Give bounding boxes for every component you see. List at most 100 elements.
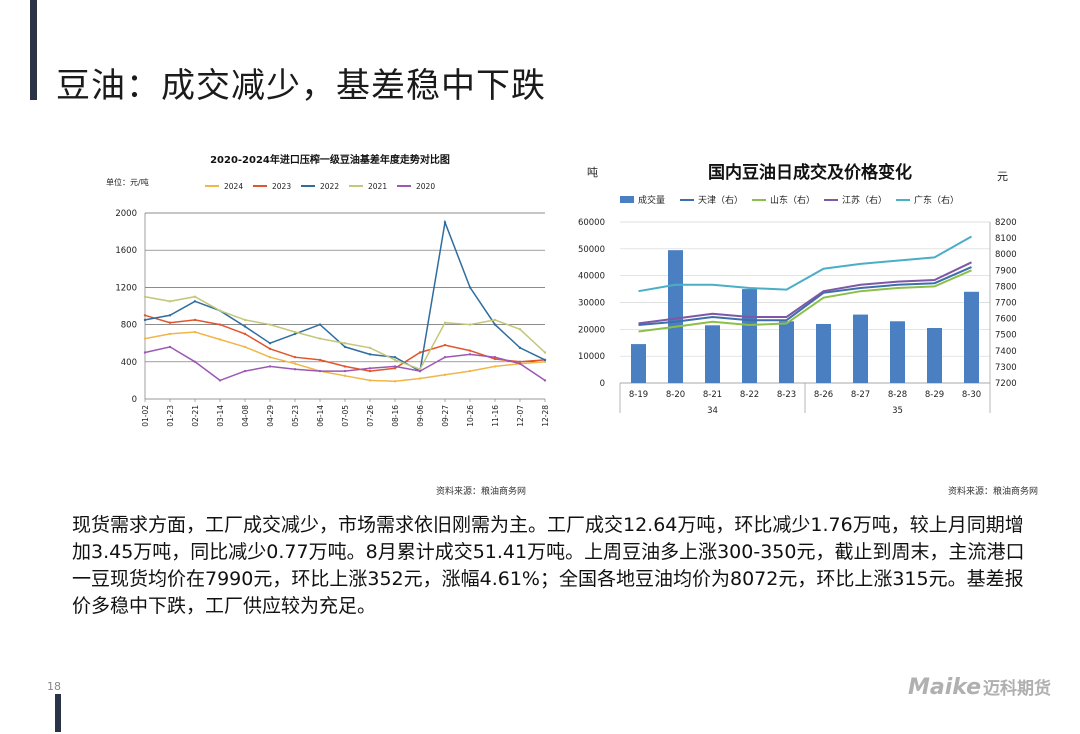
right-tick-label: 7500	[995, 331, 1017, 341]
y-tick-label: 400	[121, 358, 137, 368]
x-tick-label: 8-20	[666, 390, 685, 400]
week-label: 34	[707, 406, 718, 416]
series-line-2021	[144, 295, 546, 371]
x-tick-label: 12-28	[541, 405, 550, 427]
data-point	[168, 332, 172, 336]
data-point	[243, 325, 247, 328]
data-point	[518, 346, 522, 350]
body-paragraph: 现货需求方面，工厂成交减少，市场需求依旧刚需为主。工厂成交12.64万吨，环比减…	[72, 514, 1025, 617]
data-point	[468, 286, 472, 289]
data-point	[193, 300, 197, 303]
left-tick-label: 20000	[578, 325, 605, 335]
x-tick-label: 03-14	[216, 405, 225, 427]
legend-swatch	[620, 196, 634, 203]
left-tick-label: 60000	[578, 218, 605, 228]
daily-trade-chart: 吨 国内豆油日成交及价格变化 元成交量 天津（右） 山东（右） 江苏（右） 广东（右） 0 10…	[565, 150, 1035, 440]
title-accent-bar	[30, 0, 37, 100]
right-tick-label: 8200	[995, 218, 1017, 228]
x-tick-label: 08-16	[391, 405, 400, 427]
price-line-广东（右）	[638, 235, 972, 293]
data-point	[243, 345, 247, 349]
data-point	[168, 300, 172, 303]
data-point	[268, 365, 272, 368]
data-point	[443, 355, 447, 359]
y-tick-label: 0	[132, 395, 137, 405]
left-tick-label: 10000	[578, 352, 605, 362]
y-tick-label: 800	[121, 321, 137, 331]
data-point	[143, 314, 147, 317]
y-tick-label: 1600	[115, 246, 137, 256]
data-point	[343, 345, 347, 349]
right-tick-label: 7300	[995, 363, 1017, 373]
left-tick-label: 50000	[578, 245, 605, 255]
data-point	[193, 330, 197, 334]
right-tick-label: 8100	[995, 234, 1017, 244]
data-point	[543, 379, 547, 382]
data-point	[343, 365, 347, 368]
data-point	[218, 323, 222, 326]
data-point	[143, 318, 147, 322]
volume-bar-8-19	[631, 344, 646, 383]
data-point	[368, 353, 372, 356]
chart1-title: 2020-2024年进口压榨一级豆油基差年度走势对比图	[210, 153, 450, 166]
data-point	[318, 337, 322, 340]
data-point	[468, 369, 472, 373]
x-tick-label: 02-21	[191, 405, 200, 427]
company-logo: Maike 迈科期货	[908, 674, 1051, 700]
price-line-天津（右）	[638, 266, 972, 326]
x-tick-label: 8-29	[925, 390, 944, 400]
x-tick-label: 8-28	[888, 390, 907, 400]
x-tick-label: 06-14	[316, 405, 325, 427]
x-tick-label: 09-06	[416, 405, 425, 427]
x-tick-label: 8-30	[962, 390, 981, 400]
chart2-title: 国内豆油日成交及价格变化	[708, 162, 912, 183]
data-point	[343, 369, 347, 373]
volume-bar-8-23	[779, 321, 794, 383]
data-point	[543, 351, 547, 354]
data-point	[218, 309, 222, 312]
x-tick-label: 09-27	[441, 405, 450, 427]
data-point	[468, 349, 472, 352]
data-point	[418, 377, 422, 380]
right-axis-unit: 元	[997, 170, 1008, 183]
data-point	[443, 321, 447, 324]
data-point	[468, 323, 472, 326]
right-tick-label: 7600	[995, 315, 1017, 325]
data-point	[393, 365, 397, 368]
data-point	[493, 365, 497, 368]
legend-label: 天津（右）	[698, 194, 743, 206]
volume-bar-8-20	[668, 250, 683, 383]
basis-chart: 2020-2024年进口压榨一级豆油基差年度走势对比图 单位：元/吨 2024 202…	[100, 140, 560, 440]
data-point	[268, 355, 272, 359]
x-tick-label: 07-05	[341, 405, 350, 427]
right-tick-label: 7700	[995, 299, 1017, 309]
data-point	[168, 314, 172, 317]
data-point	[143, 351, 147, 354]
volume-bar-8-29	[927, 327, 942, 383]
data-point	[293, 332, 297, 336]
data-point	[318, 369, 322, 373]
logo-text-en: Maike	[908, 675, 982, 700]
volume-bar-8-28	[890, 321, 905, 383]
page-number: 18	[47, 680, 61, 693]
slide-title: 豆油：成交减少，基差稳中下跌	[56, 66, 546, 106]
data-point	[418, 369, 422, 373]
right-tick-label: 7800	[995, 282, 1017, 292]
x-tick-label: 07-26	[366, 405, 375, 427]
data-point	[418, 368, 422, 371]
data-point	[268, 347, 272, 350]
price-line-山东（右）	[638, 269, 972, 333]
x-tick-label: 11-16	[491, 405, 500, 427]
left-tick-label: 0	[600, 379, 605, 389]
x-tick-label: 04-29	[266, 405, 275, 427]
data-point	[293, 368, 297, 371]
data-point	[368, 367, 372, 370]
x-tick-label: 01-23	[166, 405, 175, 427]
data-point	[543, 360, 547, 363]
right-tick-label: 7400	[995, 347, 1017, 357]
y-tick-label: 2000	[115, 209, 137, 219]
x-tick-label: 04-08	[241, 405, 250, 427]
x-tick-label: 01-02	[141, 405, 150, 427]
data-point	[143, 295, 147, 298]
data-point	[443, 343, 447, 347]
